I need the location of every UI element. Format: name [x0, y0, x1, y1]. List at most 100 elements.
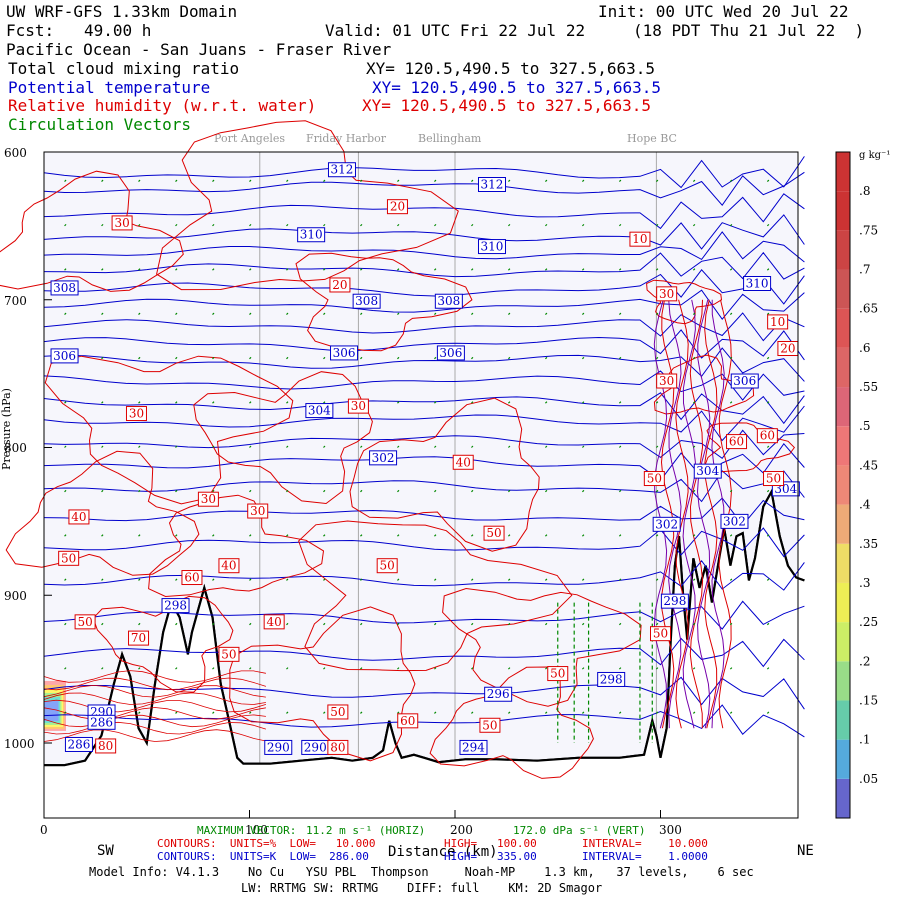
circulation-vector: [212, 223, 215, 227]
colorbar-label: .45: [859, 458, 878, 472]
rh-contour-mountain: [653, 299, 668, 729]
circulation-vector: [175, 667, 178, 670]
circulation-vector: [581, 667, 585, 670]
circulation-vector: [692, 223, 696, 227]
forecast-hour: 49.00 h: [84, 21, 152, 40]
circulation-vector: [323, 445, 326, 448]
theta-label-box: [743, 275, 772, 291]
circulation-vector: [138, 223, 141, 227]
circulation-vector: [101, 356, 104, 360]
circulation-vector: [729, 179, 733, 182]
colorbar-label: .5: [859, 419, 870, 433]
theta-label: 290: [304, 740, 327, 754]
circulation-vector: [581, 622, 585, 626]
circulation-vector: [618, 223, 622, 227]
colorbar-label: .1: [859, 733, 870, 747]
rh-label-box: [327, 739, 349, 755]
rh-label-box: [397, 713, 419, 729]
theta-label: 306: [439, 346, 462, 360]
circulation-vector: [434, 401, 437, 404]
circulation-vector: [286, 356, 289, 360]
circulation-vector: [692, 445, 696, 448]
circulation-vector: [581, 312, 585, 315]
rh-label-box: [74, 614, 96, 630]
theta-contour: [43, 527, 805, 558]
rh-contour: [0, 170, 184, 292]
circulation-vector: [360, 356, 363, 360]
theta-label-box: [484, 686, 513, 702]
circulation-vector: [544, 223, 548, 227]
theta-label: 310: [300, 228, 323, 242]
circulation-vector: [175, 312, 178, 315]
rh-label: 50: [61, 551, 76, 565]
circulation-vector: [138, 622, 141, 626]
terrain-fill: [44, 491, 805, 818]
circulation-vector: [508, 356, 511, 360]
circulation-vector: [434, 578, 437, 581]
circulation-vector: [286, 445, 289, 448]
physics-info: LW: RRTMG SW: RRTMG DIFF: full KM: 2D Sm…: [241, 881, 603, 895]
theta-contour: [43, 289, 805, 321]
circulation-vector: [544, 268, 548, 271]
theta-label-box: [297, 227, 326, 243]
theta-label: 304: [308, 404, 331, 418]
theta-contour: [43, 171, 805, 207]
circulation-vector: [212, 179, 215, 182]
circulation-vector: [766, 312, 770, 315]
theta-label-box: [369, 450, 398, 466]
theta-contour: [43, 442, 805, 481]
circulation-vector: [249, 489, 252, 493]
x-axis-label: Distance (km): [388, 844, 498, 860]
rh-label-box: [386, 199, 408, 215]
circulation-vector: [618, 489, 622, 493]
rh-contour-low: [43, 670, 266, 683]
rh-label: 20: [332, 278, 347, 292]
circulation-vector: [434, 711, 437, 714]
circulation-vector: [471, 578, 474, 581]
circulation-vector: [692, 711, 696, 714]
rh-contour: [229, 606, 416, 762]
circulation-vector: [323, 401, 326, 404]
circulation-vector: [729, 268, 733, 271]
rh-label: 50: [221, 647, 236, 661]
circulation-vector: [618, 578, 622, 581]
circulation-vector: [544, 312, 548, 315]
circulation-vector: [397, 622, 400, 626]
max-vector-horiz: 11.2 m s⁻¹ (HORIZ): [306, 824, 426, 837]
circulation-vector: [323, 223, 326, 227]
circulation-vector: [101, 445, 104, 448]
circulation-vector: [212, 268, 215, 271]
circulation-vector: [175, 534, 178, 537]
circulation-vector: [286, 179, 289, 182]
rh-label: 30: [659, 374, 674, 388]
circulation-vector: [655, 312, 659, 315]
theta-label-box: [436, 345, 465, 361]
theta-label: 308: [437, 294, 460, 308]
colorbar-segment: [836, 191, 850, 231]
circulation-vector: [101, 578, 104, 581]
rh-label-box: [247, 503, 269, 519]
circulation-vector: [766, 179, 770, 182]
rh-contour-interval: INTERVAL= 10.000: [582, 837, 708, 850]
rh-contour: [44, 355, 294, 505]
rh-label-box: [452, 454, 474, 470]
circulation-vector: [138, 312, 141, 315]
colorbar-label: .8: [859, 184, 870, 198]
y-tick-800: 800: [4, 441, 27, 455]
theta-label: 302: [723, 514, 746, 528]
theta-contour: [43, 559, 805, 591]
circulation-vector: [175, 179, 178, 182]
theta-label-box: [434, 293, 463, 309]
rh-label: 50: [486, 526, 501, 540]
model-title: UW WRF-GFS 1.33km Domain: [6, 2, 238, 21]
rh-label-box: [329, 277, 351, 293]
rh-label-box: [756, 428, 778, 444]
circulation-vector: [581, 356, 585, 360]
circulation-vector: [138, 578, 141, 581]
theta-label: 306: [733, 374, 756, 388]
circulation-vector: [471, 489, 474, 493]
circulation-vector: [64, 179, 67, 182]
circulation-vector: [286, 223, 289, 227]
theta-label: 290: [267, 740, 290, 754]
